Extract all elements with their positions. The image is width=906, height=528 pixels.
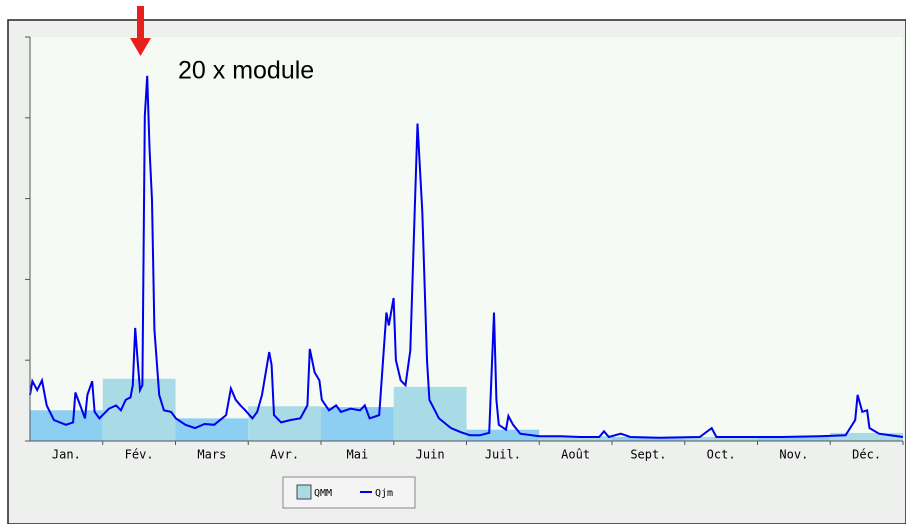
bar bbox=[393, 386, 467, 441]
x-tick-label: Juin bbox=[416, 448, 445, 462]
x-tick-label: Sept. bbox=[630, 448, 666, 462]
legend bbox=[282, 476, 416, 509]
plot-area bbox=[30, 37, 903, 441]
x-tick-label: Déc. bbox=[852, 448, 881, 462]
legend-label: Qjm bbox=[375, 488, 393, 499]
x-tick-label: Mai bbox=[347, 448, 369, 462]
x-tick-label: Avr. bbox=[270, 448, 299, 462]
bar bbox=[175, 418, 249, 441]
x-tick-label: Août bbox=[561, 448, 590, 462]
bar bbox=[248, 406, 321, 441]
x-tick-label: Oct. bbox=[707, 448, 736, 462]
bar bbox=[757, 436, 831, 441]
bar bbox=[539, 436, 612, 441]
bar bbox=[466, 429, 540, 441]
arrow bbox=[130, 6, 151, 56]
line bbox=[29, 75, 904, 439]
legend-label: QMM bbox=[314, 488, 332, 499]
bar bbox=[612, 436, 685, 441]
x-tick-label: Juil. bbox=[485, 448, 521, 462]
bar bbox=[684, 436, 758, 441]
x-tick-label: Jan. bbox=[52, 448, 81, 462]
annotation: 20 x module bbox=[178, 57, 314, 85]
x-tick-label: Nov. bbox=[779, 448, 808, 462]
bar bbox=[321, 407, 394, 441]
x-tick-label: Mars bbox=[197, 448, 226, 462]
legend-swatch bbox=[296, 484, 312, 500]
x-tick-label: Fév. bbox=[125, 448, 154, 462]
bar bbox=[830, 432, 903, 441]
